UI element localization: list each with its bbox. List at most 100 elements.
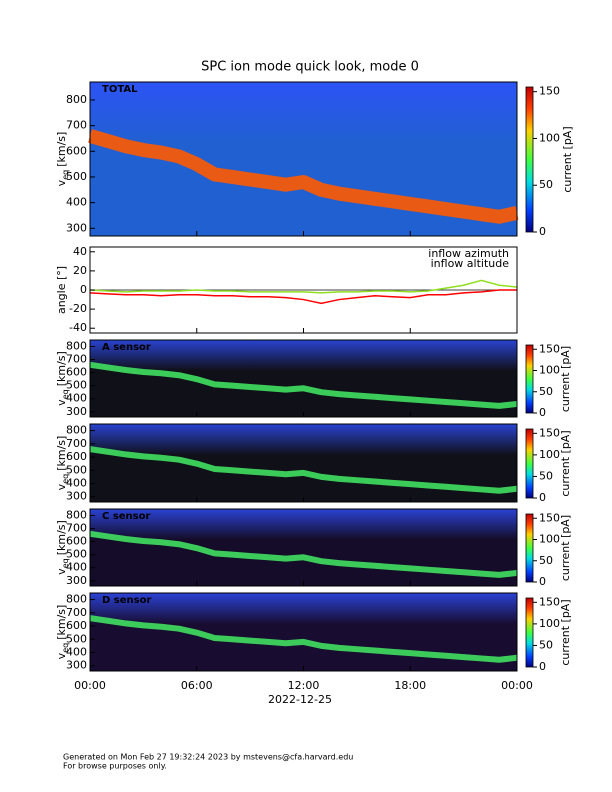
ridge bbox=[89, 615, 518, 663]
x-tick-label: 12:00 bbox=[288, 679, 320, 692]
x-tick-label: 18:00 bbox=[394, 679, 426, 692]
y-tick-label: 600 bbox=[66, 535, 87, 548]
y-tick-label: 600 bbox=[66, 619, 87, 632]
colorbar-tick-label: 0 bbox=[539, 491, 546, 504]
colorbar-label: current [pA] bbox=[559, 515, 572, 581]
panel-label: TOTAL bbox=[102, 84, 138, 95]
footer-line: For browse purposes only. bbox=[63, 762, 167, 771]
y-tick-label: 500 bbox=[66, 170, 87, 183]
colorbar-tick-label: 150 bbox=[539, 85, 560, 98]
colorbar-tick-label: 150 bbox=[539, 426, 560, 439]
colorbar-tick-label: 50 bbox=[539, 385, 553, 398]
series-line bbox=[89, 289, 517, 305]
y-tick-label: 400 bbox=[66, 561, 87, 574]
y-axis-label-part: eq bbox=[61, 474, 70, 484]
y-axis-label-part: [km/s] bbox=[55, 520, 68, 555]
y-axis-label: angle [°] bbox=[55, 266, 68, 314]
y-tick-label: 800 bbox=[66, 93, 87, 106]
panel-label: D sensor bbox=[102, 595, 151, 606]
colorbar-label: current [pA] bbox=[559, 430, 572, 496]
y-axis-label: veq [km/s] bbox=[55, 605, 70, 660]
footer-line: Generated on Mon Feb 27 19:32:24 2023 by… bbox=[63, 753, 353, 762]
colorbar bbox=[525, 86, 534, 233]
colorbar-label: current [pA] bbox=[559, 346, 572, 412]
y-tick-label: 0 bbox=[80, 283, 87, 296]
colorbar bbox=[525, 344, 534, 414]
ridge bbox=[88, 129, 519, 224]
y-tick-label: 700 bbox=[66, 119, 87, 132]
y-tick-label: 300 bbox=[66, 574, 87, 587]
y-tick-label: 500 bbox=[66, 632, 87, 645]
series-line bbox=[89, 279, 518, 294]
y-axis-label-part: eq bbox=[61, 558, 70, 568]
y-axis-label-part: v bbox=[55, 179, 68, 186]
ridge bbox=[89, 446, 518, 494]
y-tick-label: 400 bbox=[66, 645, 87, 658]
y-tick-label: 500 bbox=[66, 548, 87, 561]
y-axis-label-part: v bbox=[55, 399, 68, 406]
x-tick-label: 06:00 bbox=[181, 679, 213, 692]
panel-label: C sensor bbox=[102, 511, 150, 522]
colorbar-tick-label: 100 bbox=[539, 533, 560, 546]
y-tick-label: 500 bbox=[66, 379, 87, 392]
y-tick-label: 700 bbox=[66, 522, 87, 535]
x-tick-label: 00:00 bbox=[501, 679, 533, 692]
y-tick-label: 800 bbox=[66, 424, 87, 437]
legend-entry: inflow azimuth bbox=[428, 247, 509, 260]
y-tick-label: 800 bbox=[66, 340, 87, 353]
y-tick-label: 800 bbox=[66, 509, 87, 522]
colorbar-label: current [pA] bbox=[561, 126, 574, 192]
colorbar-label: current [pA] bbox=[559, 599, 572, 665]
y-tick-label: 300 bbox=[66, 221, 87, 234]
y-axis-label: veq [km/s] bbox=[55, 436, 70, 491]
colorbar bbox=[525, 513, 534, 583]
y-axis-label-part: [km/s] bbox=[55, 605, 68, 640]
panel-label: A sensor bbox=[102, 342, 151, 353]
colorbar-tick-label: 100 bbox=[539, 448, 560, 461]
y-axis-label-part: v bbox=[55, 568, 68, 575]
y-axis-label-part: [km/s] bbox=[55, 436, 68, 471]
x-axis-label: 2022-12-25 bbox=[268, 693, 332, 706]
y-tick-label: 600 bbox=[66, 450, 87, 463]
colorbar-tick-label: 0 bbox=[539, 660, 546, 673]
y-tick-label: -20 bbox=[69, 302, 87, 315]
colorbar-tick-label: 50 bbox=[539, 178, 553, 191]
y-tick-label: 400 bbox=[66, 392, 87, 405]
y-axis-label-part: eq bbox=[61, 170, 70, 180]
colorbar-tick-label: 150 bbox=[539, 342, 560, 355]
y-axis-label-part: eq bbox=[61, 389, 70, 399]
y-tick-label: 300 bbox=[66, 490, 87, 503]
y-tick-label: 300 bbox=[66, 659, 87, 672]
colorbar-tick-label: 0 bbox=[539, 225, 546, 238]
legend-entry: inflow altitude bbox=[431, 257, 510, 270]
y-tick-label: 700 bbox=[66, 437, 87, 450]
y-tick-label: 300 bbox=[66, 405, 87, 418]
y-tick-label: -40 bbox=[69, 321, 87, 334]
y-tick-label: 700 bbox=[66, 606, 87, 619]
y-tick-label: 20 bbox=[73, 264, 87, 277]
colorbar-tick-label: 50 bbox=[539, 554, 553, 567]
figure-title: SPC ion mode quick look, mode 0 bbox=[201, 60, 419, 75]
y-tick-label: 800 bbox=[66, 593, 87, 606]
y-tick-label: 700 bbox=[66, 353, 87, 366]
colorbar-tick-label: 150 bbox=[539, 511, 560, 524]
y-tick-label: 600 bbox=[66, 366, 87, 379]
colorbar-tick-label: 0 bbox=[539, 406, 546, 419]
y-axis-label-part: [km/s] bbox=[55, 132, 68, 167]
y-tick-label: 40 bbox=[73, 245, 87, 258]
y-tick-label: 500 bbox=[66, 463, 87, 476]
y-tick-label: 400 bbox=[66, 476, 87, 489]
ridge bbox=[89, 361, 518, 409]
colorbar bbox=[525, 428, 534, 499]
y-axis-label-part: v bbox=[55, 652, 68, 659]
colorbar bbox=[525, 597, 534, 668]
ridge bbox=[89, 530, 518, 578]
colorbar-tick-label: 0 bbox=[539, 575, 546, 588]
colorbar-tick-label: 150 bbox=[539, 595, 560, 608]
colorbar-tick-label: 100 bbox=[539, 364, 560, 377]
y-axis-label-part: [km/s] bbox=[55, 351, 68, 386]
y-axis-label: veq [km/s] bbox=[55, 351, 70, 406]
colorbar-tick-label: 50 bbox=[539, 638, 553, 651]
colorbar-tick-label: 100 bbox=[539, 131, 560, 144]
